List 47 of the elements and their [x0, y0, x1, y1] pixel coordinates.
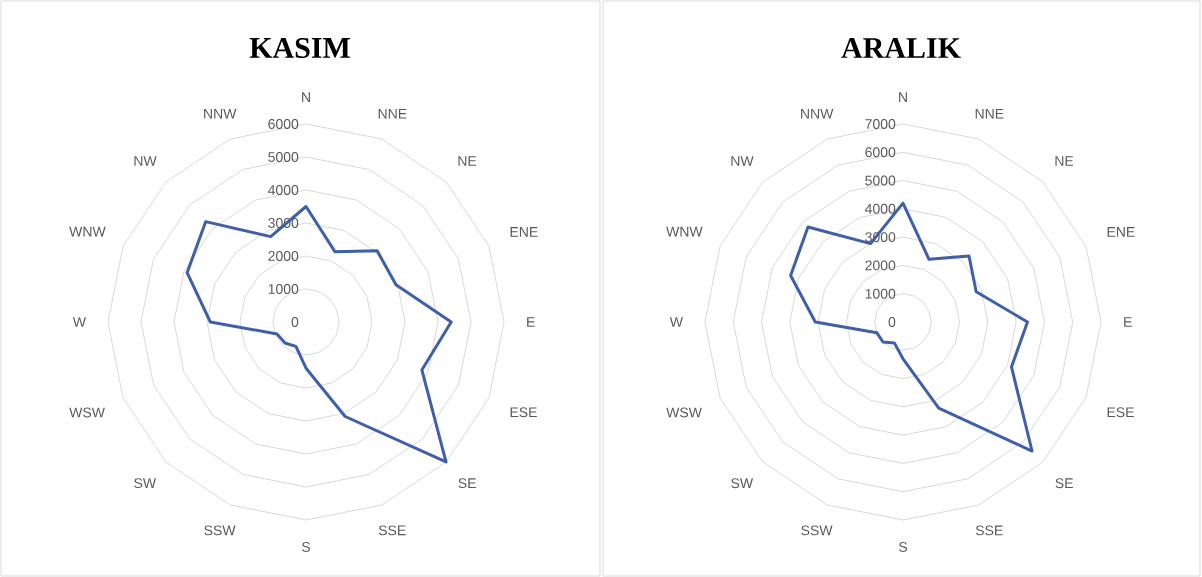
spoke-label: SW — [731, 478, 754, 489]
y-tick-label: 7000 — [865, 118, 896, 129]
spoke-label: ESE — [1107, 407, 1134, 418]
chart-title: ARALIK — [841, 38, 961, 58]
spoke-label: NNW — [801, 108, 834, 119]
y-tick-label: 1000 — [865, 288, 896, 299]
spoke-label: S — [898, 542, 908, 552]
y-tick-label: 0 — [291, 317, 299, 327]
spoke-label: SE — [1055, 478, 1073, 489]
spoke-label: S — [301, 541, 311, 552]
spoke-label: SSW — [801, 525, 833, 536]
y-tick-label: 6000 — [268, 119, 299, 129]
spoke-label: NE — [1055, 156, 1074, 166]
y-tick-label: 6000 — [865, 147, 896, 158]
chart-title: KASIM — [249, 37, 350, 59]
spoke-label: NW — [731, 156, 754, 166]
spoke-label: WNW — [666, 226, 703, 237]
spoke-label: NW — [134, 156, 157, 166]
spoke-label: N — [302, 92, 310, 102]
spoke-label: SSE — [378, 525, 406, 536]
y-tick-label: 5000 — [268, 152, 299, 162]
spoke-label: W — [669, 317, 683, 327]
spoke-label: N — [899, 92, 907, 102]
spoke-label: NNE — [378, 108, 407, 119]
spoke-label: WSW — [666, 407, 702, 418]
y-tick-label: 5000 — [865, 175, 896, 186]
spoke-label: SW — [134, 478, 157, 489]
y-tick-label: 4000 — [267, 185, 299, 195]
spoke-label: WNW — [69, 226, 106, 237]
y-tick-label: 2000 — [268, 251, 299, 261]
spoke-label: SE — [458, 478, 476, 489]
spoke-label: NNW — [204, 108, 237, 119]
spoke-label: ENE — [1107, 227, 1135, 237]
y-tick-label: 2000 — [865, 260, 896, 271]
spoke-label: E — [527, 317, 535, 327]
y-tick-label: 0 — [888, 317, 896, 327]
spoke-label: ESE — [510, 407, 537, 418]
spoke-label: SSE — [975, 525, 1003, 536]
spoke-label: E — [1124, 317, 1132, 327]
spoke-label: ENE — [510, 227, 538, 237]
spoke-label: W — [72, 317, 86, 327]
spoke-label: NE — [458, 156, 477, 166]
y-tick-label: 1000 — [268, 284, 299, 294]
spoke-label: SSW — [204, 525, 236, 536]
spoke-label: NNE — [975, 108, 1004, 119]
spoke-label: WSW — [69, 407, 105, 418]
y-tick-label: 4000 — [864, 203, 896, 214]
